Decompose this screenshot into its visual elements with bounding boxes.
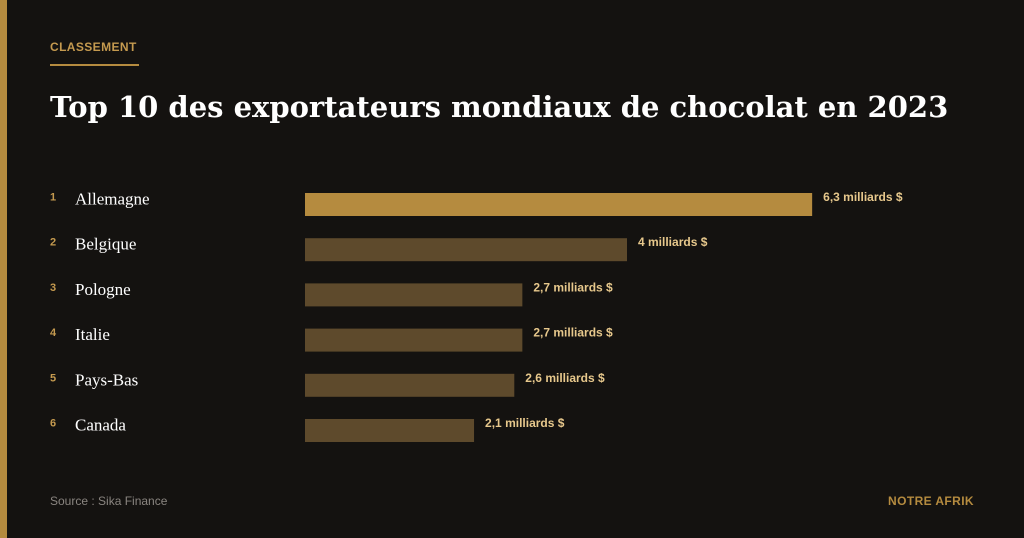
bar bbox=[305, 373, 515, 397]
chart-title: Top 10 des exportateurs mondiaux de choc… bbox=[50, 90, 949, 124]
bar bbox=[305, 283, 523, 307]
value-label: 4 milliards $ bbox=[638, 235, 708, 249]
rank-label: 4 bbox=[50, 327, 57, 339]
bar bbox=[305, 419, 475, 442]
country-label: Allemagne bbox=[75, 190, 150, 209]
bar bbox=[305, 238, 627, 262]
brand-logo-text: NOTRE AFRIK bbox=[888, 494, 974, 508]
value-label: 2,7 milliards $ bbox=[533, 280, 613, 294]
kicker-underline bbox=[50, 64, 139, 66]
value-label: 6,3 milliards $ bbox=[823, 190, 903, 204]
value-label: 2,6 milliards $ bbox=[525, 371, 605, 385]
value-label: 2,7 milliards $ bbox=[533, 326, 613, 340]
rank-label: 5 bbox=[50, 372, 56, 384]
section-kicker: CLASSEMENT bbox=[50, 40, 137, 54]
bar bbox=[305, 328, 523, 352]
bar bbox=[305, 193, 813, 216]
country-label: Canada bbox=[75, 416, 126, 435]
value-label: 2,1 milliards $ bbox=[485, 416, 565, 430]
country-label: Pologne bbox=[75, 280, 131, 299]
country-label: Belgique bbox=[75, 235, 136, 254]
rank-label: 3 bbox=[50, 282, 56, 294]
country-label: Pays-Bas bbox=[75, 370, 138, 389]
rank-label: 2 bbox=[50, 237, 56, 249]
rank-label: 1 bbox=[50, 192, 56, 204]
source-note: Source : Sika Finance bbox=[50, 494, 168, 508]
country-label: Italie bbox=[75, 325, 110, 344]
rank-label: 6 bbox=[50, 418, 56, 430]
accent-stripe bbox=[0, 0, 7, 538]
